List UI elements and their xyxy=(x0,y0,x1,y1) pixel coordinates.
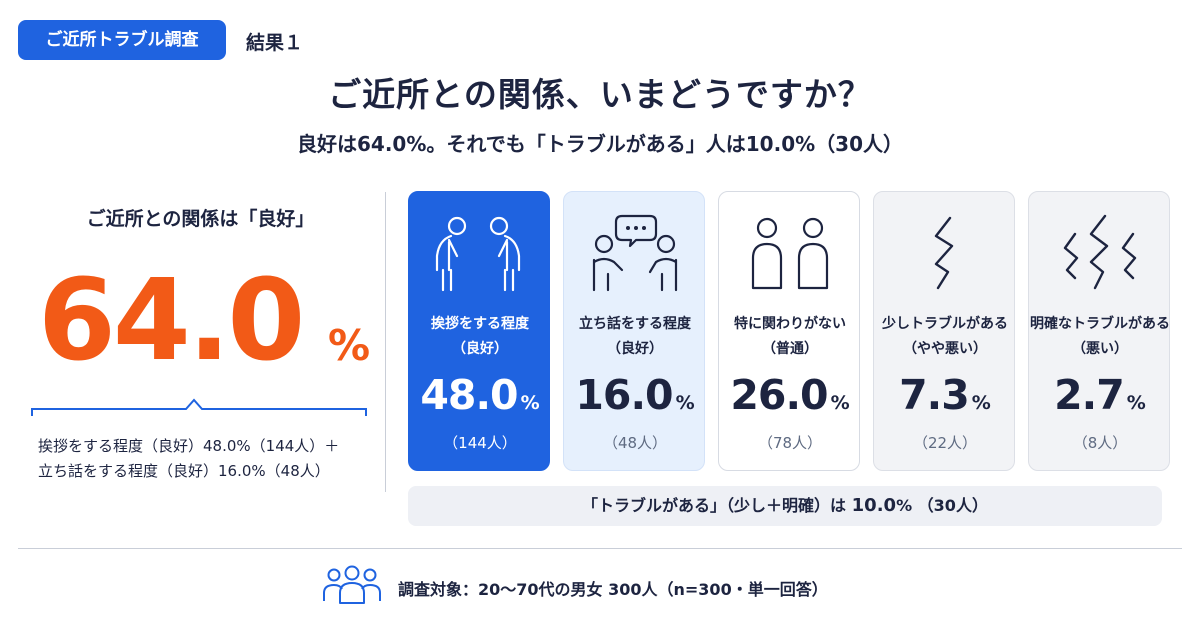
summary-note: 挨拶をする程度（良好）48.0%（144人）＋ 立ち話をする程度（良好）16.0… xyxy=(38,434,339,484)
survey-tag: ご近所トラブル調査 xyxy=(18,20,226,60)
card-label-line1: 立ち話をする程度 xyxy=(579,316,691,332)
summary-unit: % xyxy=(328,321,371,370)
card-value-unit: % xyxy=(1126,392,1146,414)
card-value-number: 48.0 xyxy=(420,371,518,419)
card-value-unit: % xyxy=(971,392,991,414)
card-label-line2: （悪い） xyxy=(1072,341,1128,357)
summary-note-line2: 立ち話をする程度（良好）16.0%（48人） xyxy=(38,462,330,480)
card-count: （48人） xyxy=(602,434,668,452)
card-label-line2: （普通） xyxy=(762,341,818,357)
summary-note-line1: 挨拶をする程度（良好）48.0%（144人）＋ xyxy=(38,437,340,455)
card-value-number: 26.0 xyxy=(730,371,828,419)
two-people-icon xyxy=(751,217,829,290)
card-value: 26.0% xyxy=(719,370,861,429)
card-count: （8人） xyxy=(1072,434,1128,452)
card-value: 16.0% xyxy=(564,370,706,429)
summary-percentage: 64.0 % xyxy=(38,256,378,386)
trouble-total-count: （30人） xyxy=(917,496,988,515)
card-label-line2: （良好） xyxy=(452,341,508,357)
summary-panel: ご近所との関係は「良好」 64.0 % 挨拶をする程度（良好）48.0%（144… xyxy=(28,200,373,480)
horizontal-divider xyxy=(18,548,1182,549)
trouble-total-prefix: 「トラブルがある」（少し＋明確）は xyxy=(582,496,847,515)
trouble-total-unit: % xyxy=(896,496,913,515)
card-value-number: 7.3 xyxy=(899,371,970,419)
card-value-number: 2.7 xyxy=(1054,371,1125,419)
card-count: （22人） xyxy=(912,434,978,452)
summary-heading: ご近所との関係は「良好」 xyxy=(86,208,315,230)
card-chatting: 立ち話をする程度 （良好） 16.0% （48人） xyxy=(563,191,705,471)
card-value-unit: % xyxy=(830,392,850,414)
card-clear-trouble: 明確なトラブルがある （悪い） 2.7% （8人） xyxy=(1028,191,1170,471)
card-value-unit: % xyxy=(675,392,695,414)
people-group-icon xyxy=(323,565,381,604)
triple-zigzag-icon xyxy=(1063,214,1137,290)
trouble-total-value: 10.0 xyxy=(851,495,897,516)
card-label-line1: 特に関わりがない xyxy=(734,316,846,332)
page-title: ご近所との関係、いまどうですか？ xyxy=(328,75,872,114)
page-subtitle: 良好は64.0%。それでも「トラブルがある」人は10.0%（30人） xyxy=(296,132,903,156)
card-value: 48.0% xyxy=(409,370,551,429)
card-greeting: 挨拶をする程度 （良好） 48.0% （144人） xyxy=(408,191,550,471)
card-value: 7.3% xyxy=(874,370,1016,429)
card-count: （144人） xyxy=(443,434,517,452)
card-label: 特に関わりがない （普通） xyxy=(719,312,861,362)
single-zigzag-icon xyxy=(934,216,954,290)
card-label-line1: 明確なトラブルがある xyxy=(1030,316,1170,332)
survey-target: 調査対象：20〜70代の男女 300人（n=300・単一回答） xyxy=(398,580,828,599)
card-value-unit: % xyxy=(520,392,540,414)
bowing-people-icon xyxy=(435,216,521,292)
vertical-divider xyxy=(385,192,386,492)
card-count: （78人） xyxy=(757,434,823,452)
card-label-line1: 少しトラブルがある xyxy=(882,316,1008,332)
card-label: 少しトラブルがある （やや悪い） xyxy=(874,312,1016,362)
trouble-total-bar: 「トラブルがある」（少し＋明確）は 10.0% （30人） xyxy=(408,486,1162,526)
card-value-number: 16.0 xyxy=(575,371,673,419)
card-label: 明確なトラブルがある （悪い） xyxy=(1029,312,1171,362)
card-label-line1: 挨拶をする程度 xyxy=(431,316,529,332)
summary-value: 64.0 xyxy=(38,256,305,386)
card-no-relation: 特に関わりがない （普通） 26.0% （78人） xyxy=(718,191,860,471)
result-label: 結果１ xyxy=(246,32,304,54)
card-label-line2: （良好） xyxy=(607,341,663,357)
summary-brace xyxy=(31,398,367,416)
card-value: 2.7% xyxy=(1029,370,1171,429)
card-label: 立ち話をする程度 （良好） xyxy=(564,312,706,362)
card-label: 挨拶をする程度 （良好） xyxy=(409,312,551,362)
card-label-line2: （やや悪い） xyxy=(903,341,987,357)
chatting-people-icon xyxy=(592,214,678,292)
card-some-trouble: 少しトラブルがある （やや悪い） 7.3% （22人） xyxy=(873,191,1015,471)
